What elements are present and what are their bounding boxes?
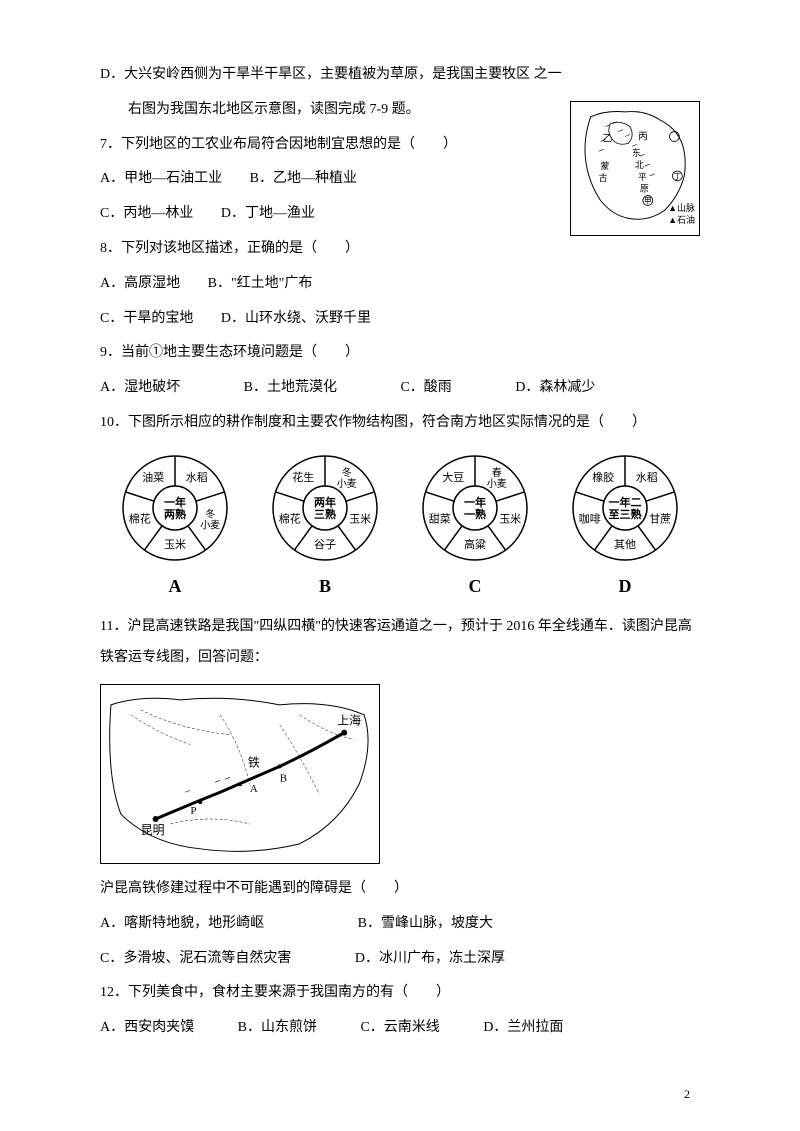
svg-text:其他: 其他 — [614, 538, 636, 551]
svg-text:B: B — [280, 772, 287, 784]
q7-opt-c: C．丙地—林业 — [100, 199, 193, 230]
q9-opt-d: D．森林减少 — [515, 373, 595, 404]
q8-opt-b: B．"红土地"广布 — [208, 269, 313, 300]
northeast-map: 甲 乙 丙 丁 东 北 平 原 蒙 古 ▲山脉 ▲石油 — [570, 101, 700, 236]
svg-text:至三熟: 至三熟 — [609, 507, 642, 521]
svg-text:一年二: 一年二 — [609, 495, 642, 509]
q10-stem: 10．下图所示相应的耕作制度和主要农作物结构图，符合南方地区实际情况的是（ ） — [100, 408, 700, 439]
svg-text:玉米: 玉米 — [349, 512, 371, 525]
rail-map: 昆明 上海 铁 A B P — [100, 684, 380, 864]
svg-text:乙: 乙 — [603, 132, 613, 144]
svg-text:玉米: 玉米 — [164, 538, 186, 551]
svg-text:东: 东 — [632, 147, 641, 158]
svg-text:两年: 两年 — [314, 495, 336, 509]
svg-text:咖啡: 咖啡 — [579, 511, 601, 525]
q9-opt-c: C．酸雨 — [400, 373, 451, 404]
crop-diagrams: 水稻冬小麦玉米棉花油菜一年两熟A冬小麦玉米谷子棉花花生两年三熟B春小麦玉米高粱甜… — [100, 453, 700, 607]
svg-text:P: P — [190, 805, 196, 817]
svg-text:一熟: 一熟 — [464, 507, 486, 521]
q7-opt-b: B．乙地—种植业 — [250, 164, 357, 195]
q11-opt-b: B．雪峰山脉，坡度大 — [358, 909, 493, 940]
q11-options-row1: A．喀斯特地貌，地形崎岖 B．雪峰山脉，坡度大 — [100, 909, 700, 940]
svg-text:棉花: 棉花 — [279, 511, 301, 525]
q11-sub: 沪昆高铁修建过程中不可能遇到的障碍是（ ） — [100, 874, 700, 905]
q11-opt-c: C．多滑坡、泥石流等自然灾害 — [100, 944, 291, 975]
q11-opt-d: D．冰川广布，冻土深厚 — [355, 944, 505, 975]
svg-text:油菜: 油菜 — [142, 470, 164, 484]
svg-text:一年: 一年 — [464, 495, 486, 509]
q9-opt-b: B．土地荒漠化 — [244, 373, 337, 404]
svg-text:小麦: 小麦 — [487, 478, 507, 490]
svg-text:两熟: 两熟 — [164, 507, 186, 521]
crop-label-b: B — [270, 567, 380, 607]
svg-text:原: 原 — [640, 183, 649, 193]
legend-oil: ▲石油 — [668, 211, 695, 231]
svg-text:小麦: 小麦 — [200, 519, 220, 531]
crop-label-a: A — [120, 567, 230, 607]
q8-opt-a: A．高原湿地 — [100, 269, 180, 300]
q8-opt-c: C．干旱的宝地 — [100, 304, 193, 335]
svg-text:棉花: 棉花 — [129, 511, 151, 525]
q11-options-row2: C．多滑坡、泥石流等自然灾害 D．冰川广布，冻土深厚 — [100, 944, 700, 975]
q11-stem: 11．沪昆高速铁路是我国"四纵四横"的快速客运通道之一，预计于 2016 年全线… — [100, 612, 700, 674]
svg-text:丙: 丙 — [638, 131, 648, 142]
crop-label-d: D — [570, 567, 680, 607]
q7-opt-d: D．丁地—渔业 — [221, 199, 315, 230]
svg-text:铁: 铁 — [248, 755, 260, 769]
svg-text:北: 北 — [635, 160, 644, 170]
svg-text:三熟: 三熟 — [314, 507, 336, 521]
svg-text:昆明: 昆明 — [141, 823, 165, 837]
svg-text:蒙: 蒙 — [601, 160, 610, 171]
crop-label-c: C — [420, 567, 530, 607]
svg-text:春: 春 — [492, 467, 502, 479]
svg-text:谷子: 谷子 — [314, 538, 336, 551]
q7-opt-a: A．甲地—石油工业 — [100, 164, 222, 195]
svg-text:一年: 一年 — [164, 495, 186, 509]
svg-text:上海: 上海 — [337, 714, 361, 728]
svg-text:丁: 丁 — [673, 172, 681, 181]
q12-opt-c: C．云南米线 — [360, 1013, 439, 1044]
svg-text:古: 古 — [599, 172, 608, 183]
svg-text:小麦: 小麦 — [337, 478, 357, 490]
svg-text:甜菜: 甜菜 — [429, 512, 451, 525]
q8-stem: 8．下列对该地区描述，正确的是（ ） — [100, 234, 700, 265]
svg-text:高粱: 高粱 — [464, 537, 486, 551]
svg-text:玉米: 玉米 — [499, 512, 521, 525]
item-d-text: D．大兴安岭西侧为干旱半干旱区，主要植被为草原，是我国主要牧区 之一 — [100, 60, 700, 91]
svg-text:甲: 甲 — [644, 196, 652, 205]
crop-diagram-b: 冬小麦玉米谷子棉花 花生两年三熟 B — [270, 453, 380, 607]
crop-diagram-c: 春小麦玉米高粱甜菜 大豆一年一熟 C — [420, 453, 530, 607]
q8-opt-d: D．山环水绕、沃野千里 — [221, 304, 371, 335]
q12-opt-b: B．山东煎饼 — [238, 1013, 317, 1044]
svg-text:大豆: 大豆 — [442, 470, 464, 484]
svg-text:A: A — [250, 783, 258, 795]
q9-options: A．湿地破坏 B．土地荒漠化 C．酸雨 D．森林减少 — [100, 373, 700, 404]
q12-stem: 12．下列美食中，食材主要来源于我国南方的有（ ） — [100, 978, 700, 1009]
svg-text:花生: 花生 — [292, 470, 314, 484]
svg-text:水稻: 水稻 — [636, 471, 658, 484]
q9-opt-a: A．湿地破坏 — [100, 373, 180, 404]
svg-text:水稻: 水稻 — [186, 471, 208, 484]
q12-opt-a: A．西安肉夹馍 — [100, 1013, 194, 1044]
page-number: 2 — [684, 1081, 690, 1107]
svg-text:橡胶: 橡胶 — [592, 470, 614, 484]
q12-options: A．西安肉夹馍 B．山东煎饼 C．云南米线 D．兰州拉面 — [100, 1013, 700, 1044]
q9-stem: 9．当前①地主要生态环境问题是（ ） — [100, 338, 700, 369]
q8-options-row1: A．高原湿地 B．"红土地"广布 — [100, 269, 700, 300]
q8-options-row2: C．干旱的宝地 D．山环水绕、沃野千里 — [100, 304, 700, 335]
svg-text:冬: 冬 — [342, 466, 352, 479]
svg-text:冬: 冬 — [205, 507, 215, 520]
svg-text:甘蔗: 甘蔗 — [649, 512, 671, 525]
svg-text:平: 平 — [638, 172, 647, 182]
q11-opt-a: A．喀斯特地貌，地形崎岖 — [100, 909, 264, 940]
q12-opt-d: D．兰州拉面 — [483, 1013, 563, 1044]
crop-diagram-d: 水稻甘蔗其他咖啡 橡胶一年二至三熟 D — [570, 453, 680, 607]
crop-diagram-a: 水稻冬小麦玉米棉花 油菜一年两熟 A — [120, 453, 230, 607]
